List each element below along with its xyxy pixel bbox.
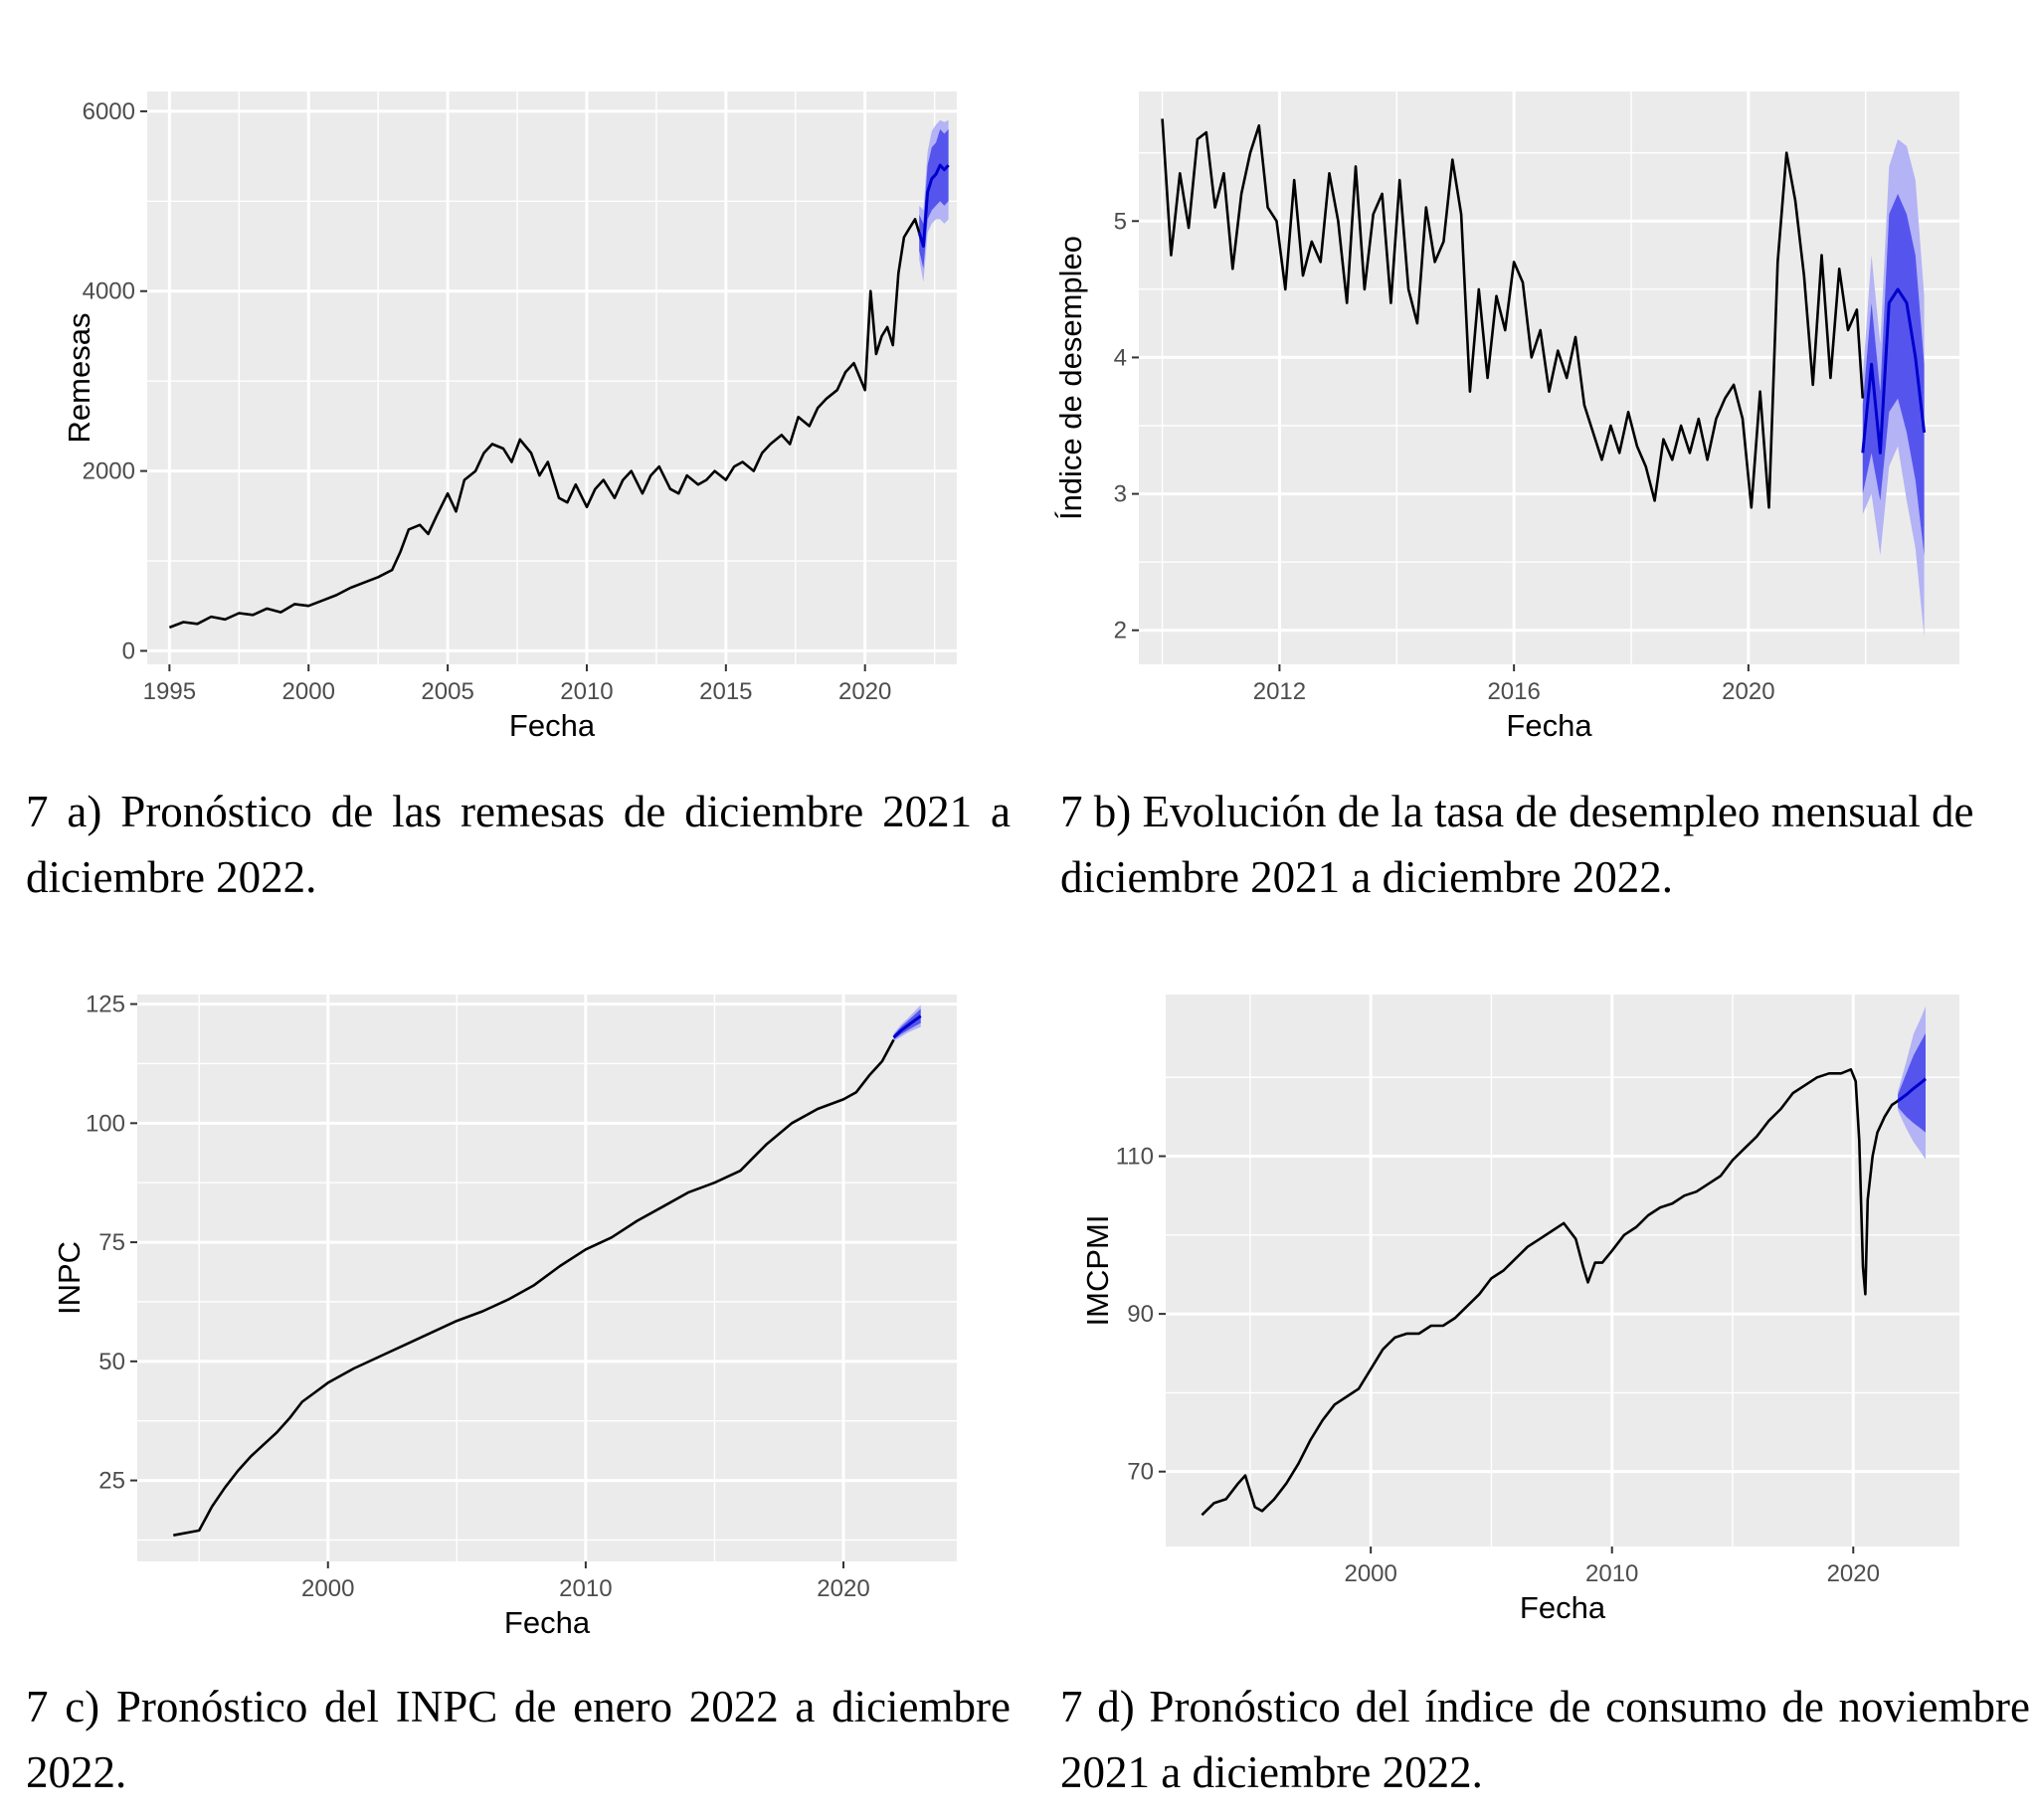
- y-tick-label: 0: [122, 637, 135, 664]
- chart-panel-desempleo: 2012 2016 2020 2 3 4 5 Fecha Índice de desempleo: [1053, 80, 2017, 756]
- chart-panel-inpc: 2000 2010 2020 25 50 75 100 125 Fecha INPC: [30, 980, 985, 1656]
- forecast-band-80: [1898, 1032, 1926, 1133]
- chart-panel-remesas: 1995 2000 2005 2010 2015 2020 0 2000 4000 6000 Fec…: [30, 80, 985, 756]
- x-tick-label: 2016: [1487, 678, 1540, 705]
- x-axis-title: Fecha: [509, 708, 596, 743]
- x-tick-label: 2010: [1585, 1560, 1638, 1587]
- plot-background: [1139, 91, 1959, 664]
- plot-background: [1166, 995, 1959, 1547]
- y-tick-label: 125: [86, 992, 125, 1018]
- series-line: [1161, 118, 1865, 509]
- y-tick-label: 4000: [83, 278, 135, 305]
- forecast-line: [1861, 287, 1927, 455]
- x-tick-label: 2020: [817, 1575, 869, 1602]
- x-tick-label: 2000: [282, 678, 335, 705]
- chart-panel-imcpmi: 2000 2010 2020 70 90 110 Fecha IMCPMI: [1062, 980, 2017, 1656]
- x-tick-label: 2010: [560, 678, 613, 705]
- x-tick-label: 2005: [421, 678, 473, 705]
- x-tick-label: 2000: [1344, 1560, 1396, 1587]
- y-tick-label: 2: [1114, 618, 1127, 644]
- series-line: [1201, 1068, 1899, 1517]
- y-axis-title: INPC: [52, 1241, 87, 1315]
- x-tick-label: 2020: [1827, 1560, 1880, 1587]
- y-tick-label: 75: [98, 1229, 125, 1256]
- y-axis-title: Remesas: [62, 313, 96, 444]
- plot-background: [137, 995, 957, 1561]
- chart-imcpmi: 2000 2010 2020 70 90 110 Fecha IMCPMI: [1080, 995, 1959, 1625]
- caption-desempleo: 7 b) Evolución de la tasa de desempleo m…: [1060, 787, 1974, 902]
- caption-inpc: 7 c) Pronóstico del INPC de enero 2022 a…: [26, 1682, 1011, 1797]
- y-axis-title: IMCPMI: [1080, 1215, 1115, 1327]
- x-axis-title: Fecha: [504, 1605, 591, 1640]
- forecast-band-80: [1862, 193, 1925, 556]
- forecast-line: [1897, 1077, 1927, 1103]
- y-tick-label: 3: [1114, 481, 1127, 508]
- y-tick-label: 110: [1116, 1144, 1154, 1171]
- y-tick-label: 70: [1127, 1459, 1154, 1486]
- chart-inpc: 2000 2010 2020 25 50 75 100 125 Fecha INPC: [52, 992, 957, 1640]
- chart-desempleo: 2012 2016 2020 2 3 4 5 Fecha Índice de desempleo: [1053, 91, 1959, 743]
- y-tick-label: 25: [98, 1468, 125, 1495]
- chart-remesas: 1995 2000 2005 2010 2015 2020 0 2000 4000 6000 Fec…: [62, 91, 957, 743]
- forecast-line: [892, 1014, 922, 1039]
- x-axis-title: Fecha: [1520, 1590, 1606, 1625]
- series-line: [168, 218, 921, 630]
- series-line: [173, 1038, 895, 1537]
- x-tick-label: 2012: [1253, 678, 1306, 705]
- y-tick-label: 6000: [83, 98, 135, 125]
- x-tick-label: 2020: [1722, 678, 1774, 705]
- forecast-line: [917, 163, 950, 248]
- y-tick-label: 50: [98, 1349, 125, 1375]
- caption-imcpmi: 7 d) Pronóstico del índice de consumo de…: [1060, 1682, 2030, 1797]
- plot-background: [147, 91, 957, 664]
- caption-remesas: 7 a) Pronóstico de las remesas de diciem…: [26, 787, 1011, 902]
- x-tick-label: 2020: [838, 678, 891, 705]
- x-tick-label: 1995: [143, 678, 196, 705]
- y-tick-label: 5: [1114, 208, 1127, 235]
- y-tick-label: 100: [86, 1110, 125, 1137]
- x-tick-label: 2010: [559, 1575, 612, 1602]
- forecast-band-80: [919, 129, 949, 270]
- x-tick-label: 2000: [301, 1575, 354, 1602]
- x-axis-title: Fecha: [1506, 708, 1592, 743]
- y-axis-title: Índice de desempleo: [1053, 236, 1088, 520]
- x-tick-label: 2015: [699, 678, 752, 705]
- y-tick-label: 90: [1127, 1301, 1154, 1328]
- y-tick-label: 2000: [83, 458, 135, 485]
- y-tick-label: 4: [1114, 344, 1127, 371]
